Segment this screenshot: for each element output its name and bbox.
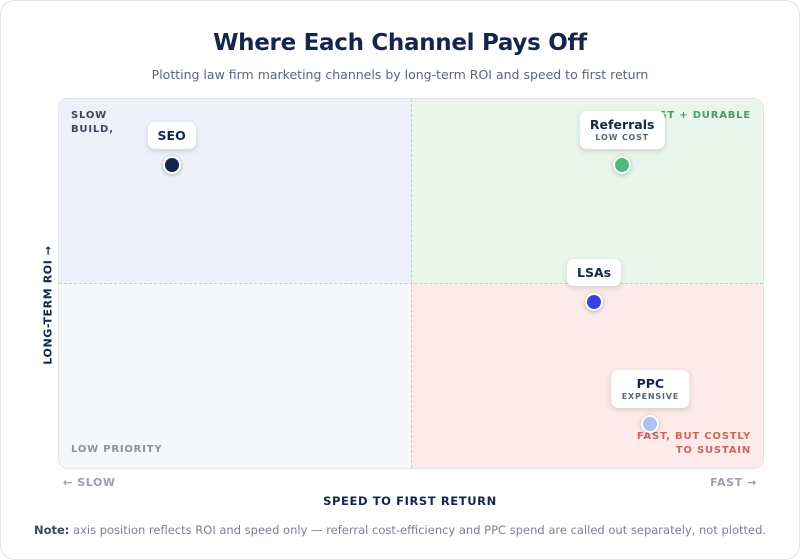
plot-area: SLOW BUILD, LASTING PAYOFF FAST + DURABL… [58,98,764,469]
footnote: Note: axis position reflects ROI and spe… [0,523,800,537]
point-referrals [613,156,632,175]
quadrant-top-left [59,99,411,283]
quadrant-bottom-left [59,283,411,468]
point-label-seo: SEO [157,128,186,144]
quadrant-bottom-right [411,283,763,468]
point-tag-referrals: LOW COST [595,133,649,143]
point-label-ppc: PPC [636,375,665,391]
x-axis-high-label: FAST → [710,476,757,489]
quadrant-label-bottom-right: FAST, BUT COSTLY TO SUSTAIN [636,431,751,456]
point-label-lsas: LSAs [576,264,612,280]
chart-title: Where Each Channel Pays Off [213,30,587,56]
x-axis-low-label: ← SLOW [63,476,116,489]
quadrant-label-top-left: SLOW BUILD, LASTING PAYOFF [71,110,124,139]
y-axis-label: LONG-TERM ROI → [41,245,55,365]
callout-referrals: Referrals LOW COST [579,111,665,150]
point-seo [162,156,181,175]
point-ppc [641,414,660,433]
quadrant-label-top-right: FAST + DURABLE [644,110,751,121]
callout-ppc: PPC EXPENSIVE [611,369,689,408]
callout-lsas: LSAs [566,258,622,286]
point-label-referrals: Referrals [589,117,655,133]
x-axis-label: SPEED TO FIRST RETURN [323,494,497,508]
footnote-label: Note: [33,523,70,537]
callout-seo: SEO [147,122,196,150]
quadrant-label-bottom-left: LOW PRIORITY [71,444,163,455]
chart-subtitle: Plotting law firm marketing channels by … [151,67,649,82]
horizontal-divider [59,283,763,284]
point-lsas [585,292,604,311]
footnote-text: axis position reflects ROI and speed onl… [73,523,767,537]
point-tag-ppc: EXPENSIVE [621,391,679,401]
